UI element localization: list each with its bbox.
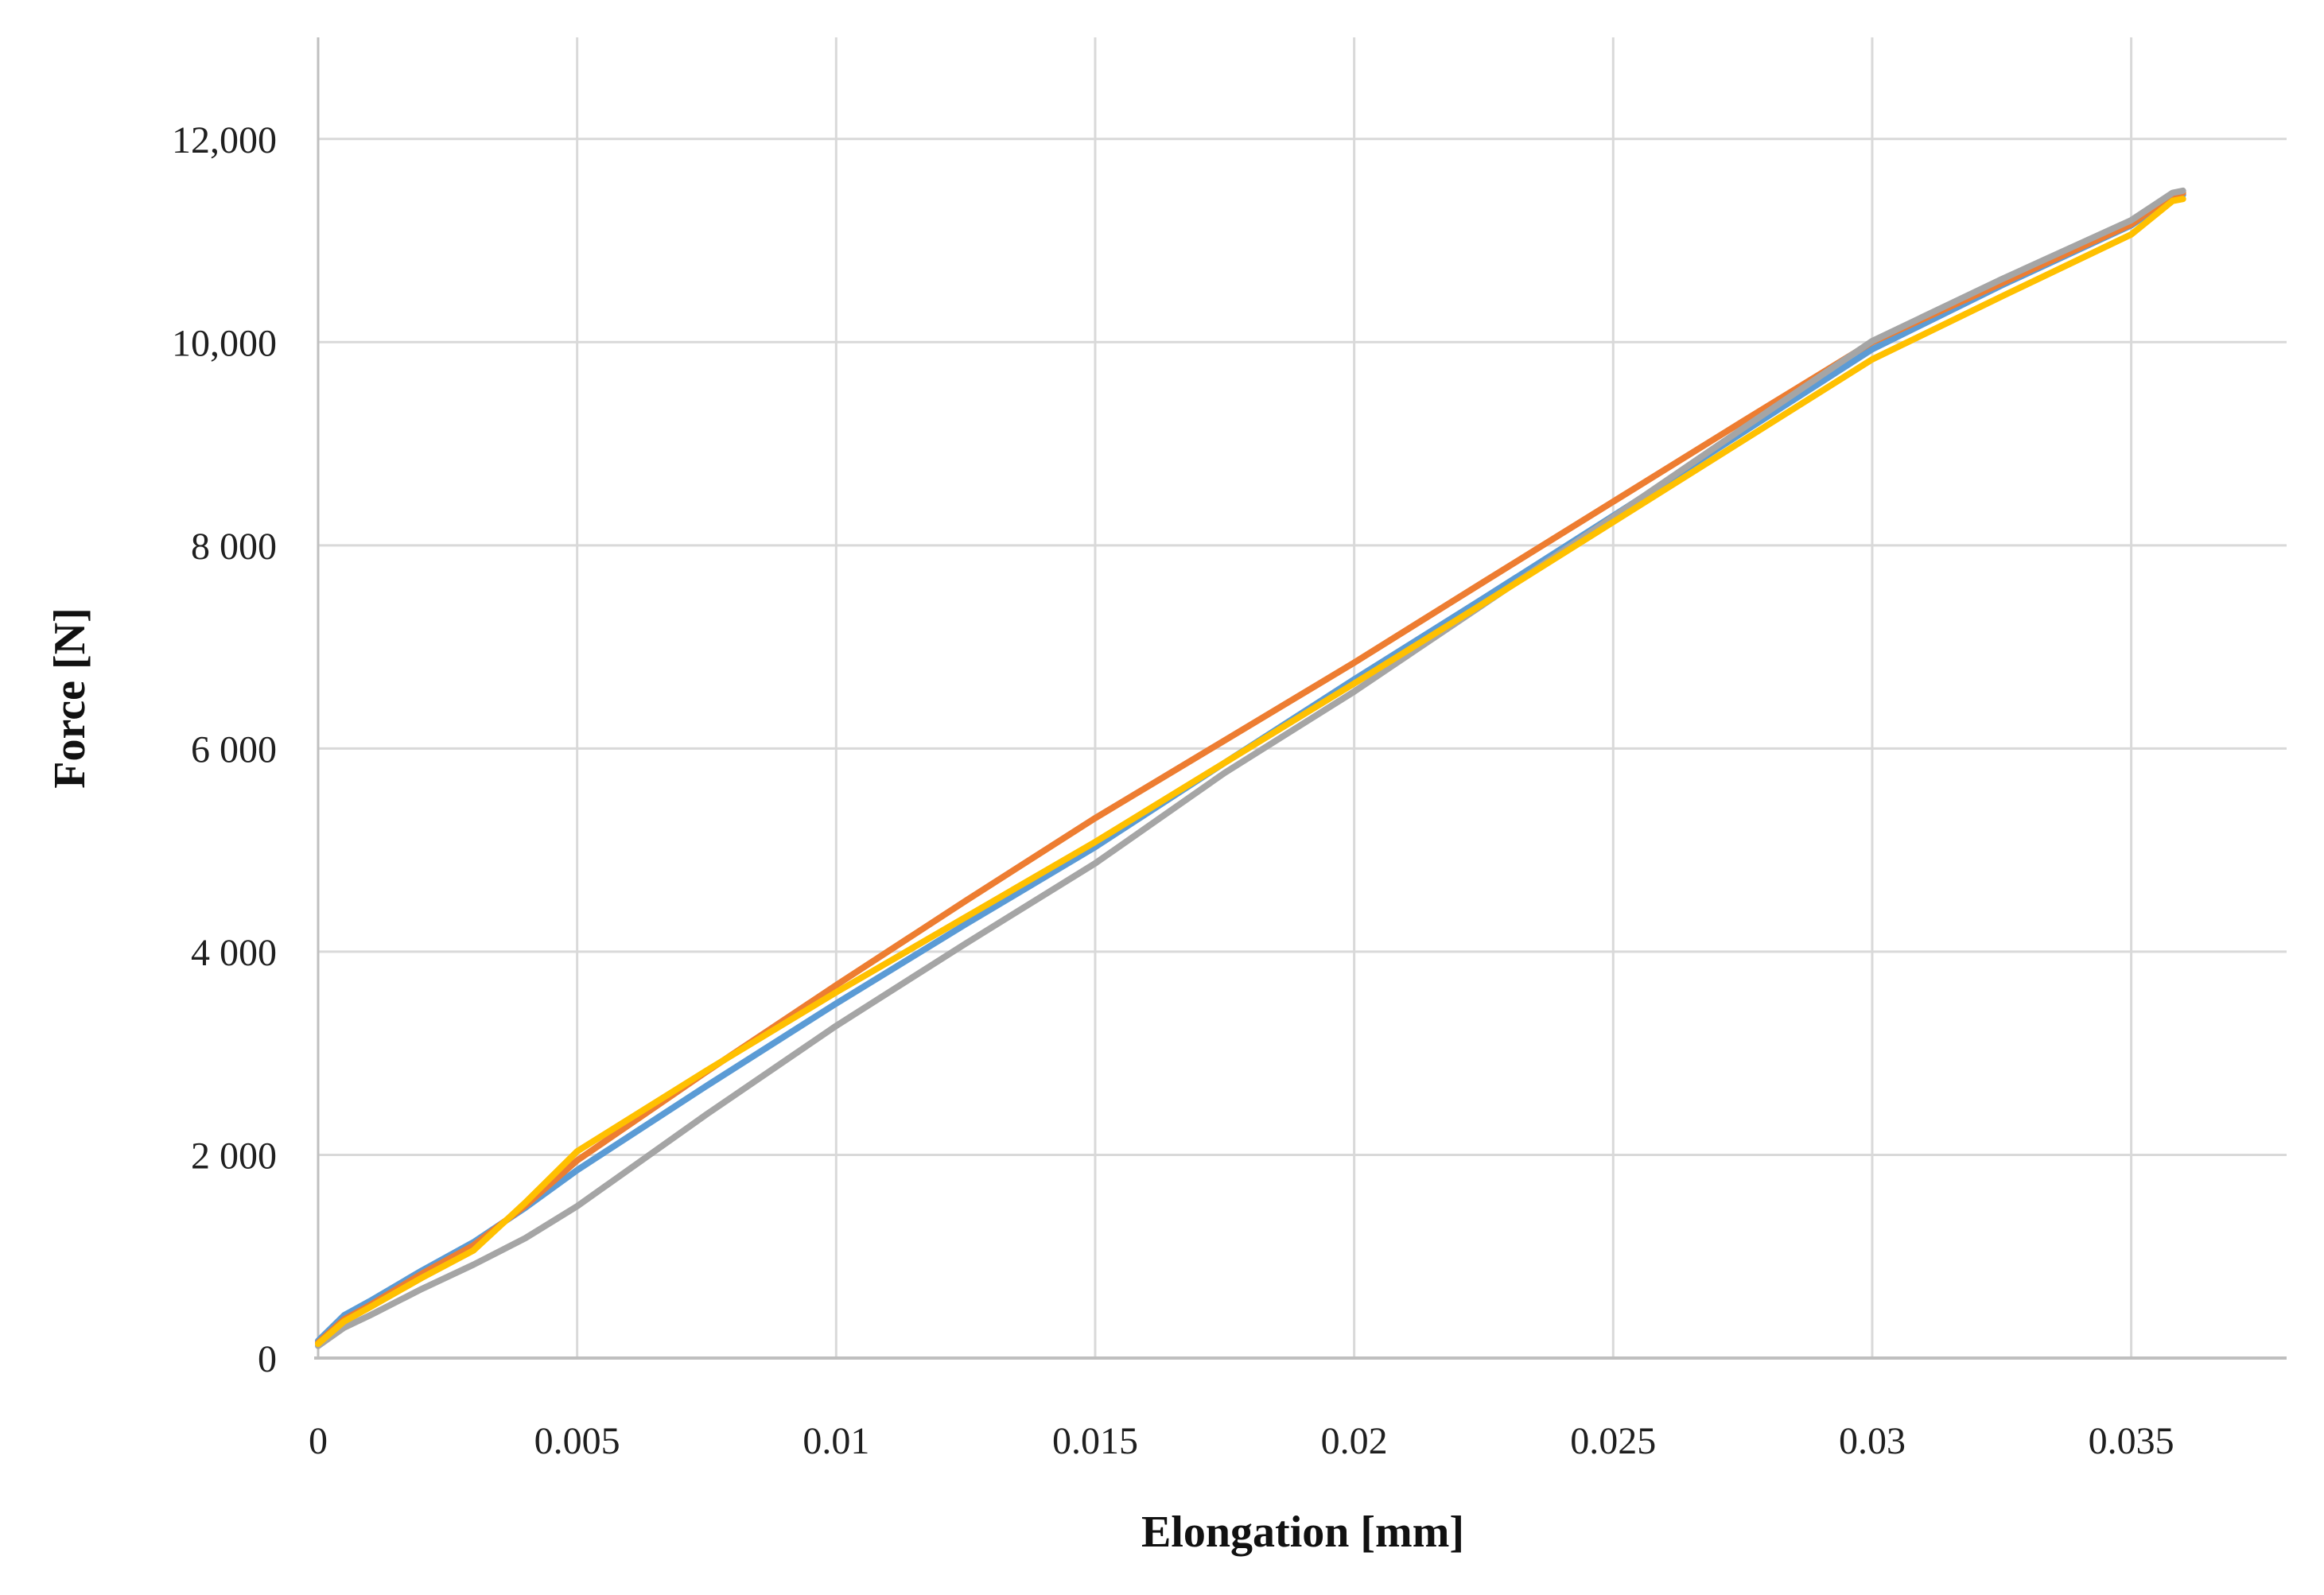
- x-tick-label: 0.035: [2089, 1420, 2174, 1462]
- series-line-orange: [315, 189, 2186, 1346]
- y-tick-label: 0: [258, 1338, 277, 1380]
- y-tick-label: 10,000: [172, 322, 277, 364]
- series-line-blue: [315, 192, 2186, 1345]
- x-tick-label: 0.025: [1570, 1420, 1656, 1462]
- y-tick-label: 4 000: [191, 932, 277, 974]
- x-axis-title: Elongation [mm]: [1141, 1508, 1464, 1557]
- x-tick-label: 0.015: [1052, 1420, 1138, 1462]
- y-tick-label: 8 000: [191, 526, 277, 568]
- y-tick-label: 2 000: [191, 1135, 277, 1177]
- x-tick-label: 0.005: [534, 1420, 620, 1462]
- x-tick-label: 0.01: [803, 1420, 869, 1462]
- y-axis-title: Force [N]: [45, 607, 95, 789]
- x-tick-label: 0.02: [1321, 1420, 1388, 1462]
- series-line-yellow: [315, 196, 2186, 1348]
- x-tick-label: 0.03: [1839, 1420, 1906, 1462]
- y-tick-label: 12,000: [172, 119, 277, 161]
- series-line-gray: [315, 187, 2186, 1349]
- x-tick-label: 0: [309, 1420, 328, 1462]
- y-tick-label: 6 000: [191, 728, 277, 770]
